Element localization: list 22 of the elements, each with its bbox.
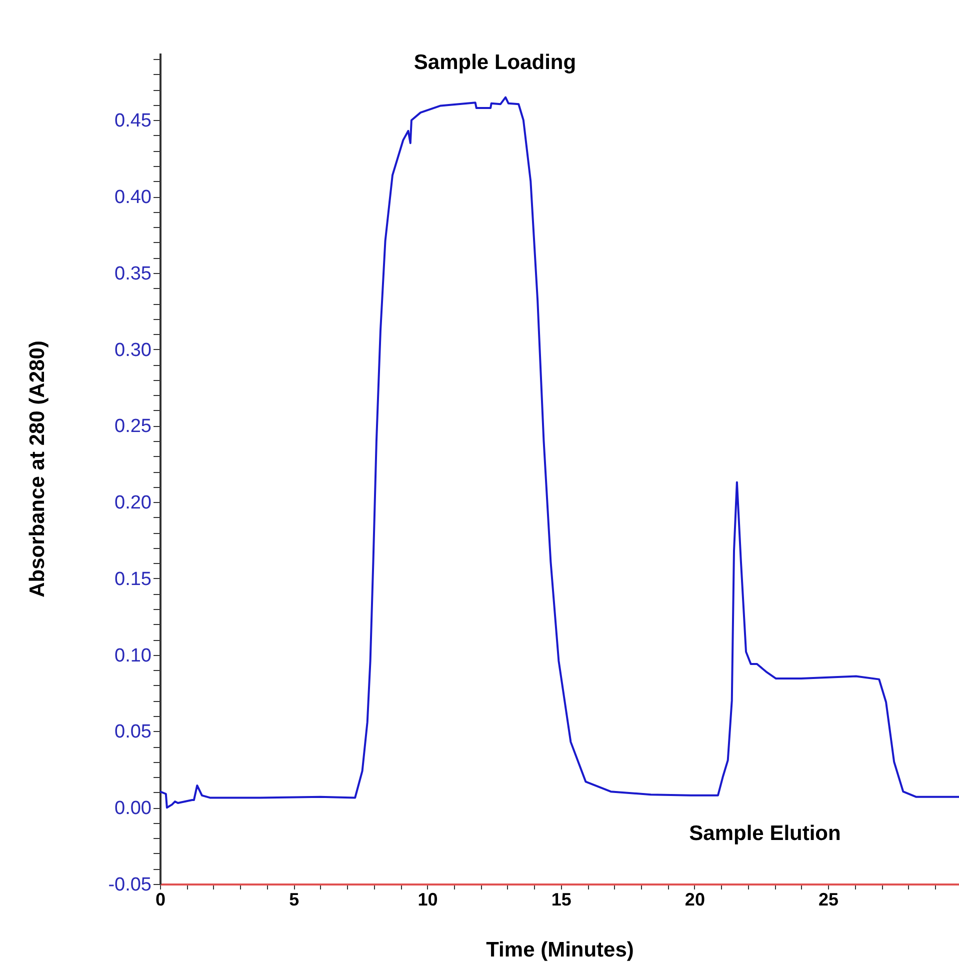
y-tick-label: 0.05 [114, 722, 152, 743]
x-tick-label: 5 [289, 890, 300, 910]
x-tick-label: 25 [818, 890, 839, 910]
y-tick-label: -0.05 [108, 874, 152, 896]
y-tick-label: 0.45 [114, 110, 152, 132]
annotation: Sample Elution [689, 822, 841, 845]
y-tick-label: 0.10 [114, 645, 152, 666]
y-tick-label: 0.30 [114, 340, 152, 361]
y-axis-title: Absorbance at 280 (A280) [26, 340, 50, 598]
y-tick-label: 0.35 [114, 263, 152, 284]
y-tick-label: 0.25 [114, 416, 152, 438]
line-series [160, 96, 959, 809]
x-tick-label: 20 [684, 890, 705, 910]
annotation: Sample Loading [414, 51, 576, 74]
x-tick-label: 15 [551, 890, 572, 910]
x-tick-label: 10 [418, 890, 438, 910]
y-tick-label: 0.40 [114, 187, 152, 208]
y-tick-label: 0.15 [114, 568, 152, 590]
x-axis-title: Time (Minutes) [486, 938, 634, 962]
y-tick-label: 0.00 [114, 798, 152, 820]
y-tick-label: 0.20 [114, 492, 152, 514]
x-tick-label: 0 [155, 890, 166, 910]
